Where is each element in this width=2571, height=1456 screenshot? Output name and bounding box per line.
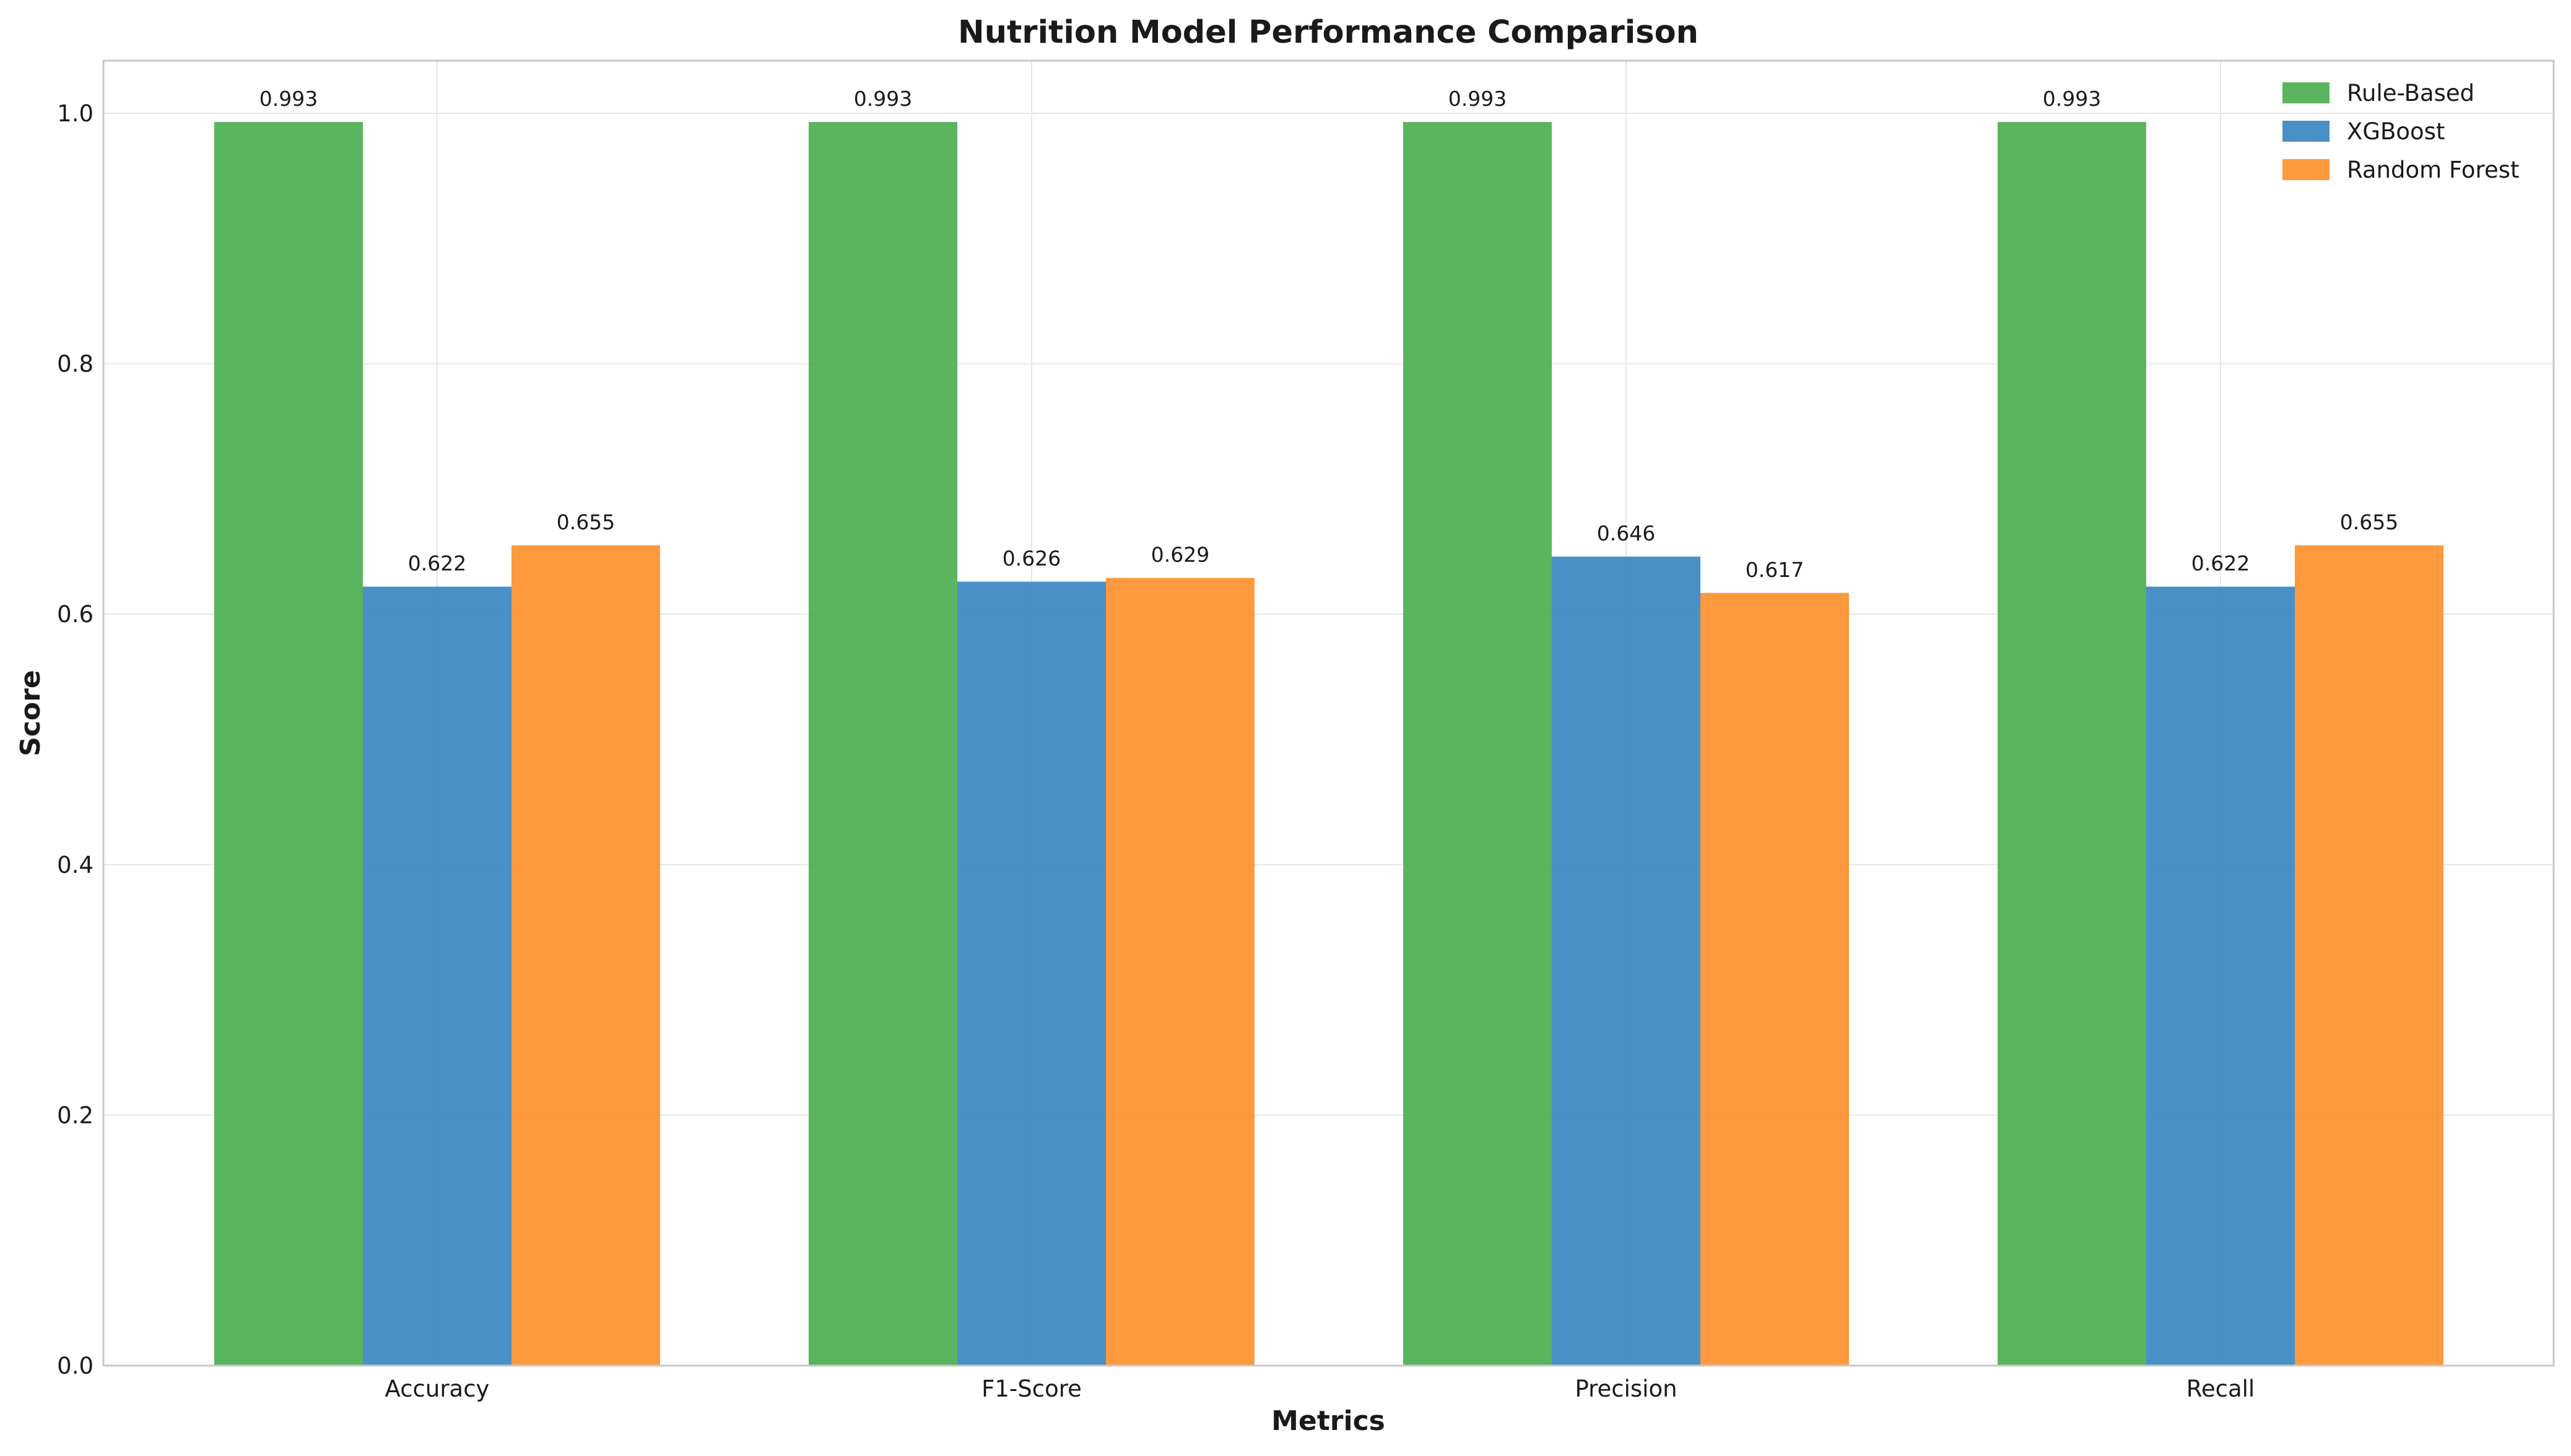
x-tick-label: Accuracy bbox=[385, 1376, 490, 1402]
x-tick-label: Precision bbox=[1575, 1376, 1677, 1402]
y-axis-ticks: 0.0 0.2 0.4 0.6 0.8 1.0 bbox=[57, 100, 94, 1379]
bar-value-label: 0.617 bbox=[1746, 558, 1804, 582]
legend-label: XGBoost bbox=[2347, 118, 2445, 145]
bar-value-label: 0.655 bbox=[2340, 510, 2398, 534]
bar bbox=[957, 581, 1106, 1366]
y-axis-label: Score bbox=[15, 670, 46, 756]
bar bbox=[2146, 586, 2295, 1366]
bar bbox=[1998, 122, 2146, 1366]
x-tick-label: Recall bbox=[2186, 1376, 2255, 1402]
legend-label: Random Forest bbox=[2347, 157, 2520, 183]
legend-label: Rule-Based bbox=[2347, 80, 2474, 106]
plot-frame bbox=[102, 59, 2555, 1367]
y-tick-label: 0.4 bbox=[57, 852, 94, 878]
bar bbox=[1403, 122, 1552, 1366]
y-tick-label: 0.0 bbox=[57, 1353, 94, 1379]
legend-swatch bbox=[2282, 159, 2330, 180]
bar bbox=[2295, 545, 2443, 1366]
legend-swatch bbox=[2282, 82, 2330, 103]
bars bbox=[214, 122, 2443, 1366]
y-tick-label: 0.2 bbox=[57, 1102, 94, 1129]
bar bbox=[511, 545, 660, 1366]
bar-value-label: 0.993 bbox=[854, 87, 912, 111]
bar-value-label: 0.629 bbox=[1151, 543, 1209, 567]
bar bbox=[1106, 578, 1255, 1366]
x-tick-label: F1-Score bbox=[981, 1376, 1082, 1402]
bar-value-label: 0.655 bbox=[557, 510, 615, 534]
bar bbox=[363, 586, 511, 1366]
bar-value-label: 0.622 bbox=[408, 552, 466, 576]
legend-swatch bbox=[2282, 121, 2330, 142]
bar-value-label: 0.993 bbox=[2043, 87, 2101, 111]
data-labels: 0.993 0.993 0.993 0.993 0.622 0.626 0.646 0.622… bbox=[259, 87, 2398, 582]
x-axis-ticks: Accuracy F1-Score Precision Recall bbox=[385, 1376, 2255, 1402]
bar bbox=[1700, 592, 1849, 1366]
chart-title: Nutrition Model Performance Comparison bbox=[958, 14, 1699, 51]
y-tick-label: 0.8 bbox=[57, 351, 94, 378]
bar-value-label: 0.993 bbox=[259, 87, 318, 111]
y-tick-label: 1.0 bbox=[57, 100, 94, 127]
bar-value-label: 0.993 bbox=[1448, 87, 1507, 111]
bar bbox=[214, 122, 363, 1366]
bar bbox=[809, 122, 957, 1366]
bar-value-label: 0.646 bbox=[1597, 521, 1655, 545]
bar-value-label: 0.622 bbox=[2191, 552, 2250, 576]
bar-value-label: 0.626 bbox=[1003, 547, 1061, 571]
bar bbox=[1552, 557, 1700, 1366]
x-axis-label: Metrics bbox=[1271, 1405, 1385, 1437]
legend: Rule-Based XGBoost Random Forest bbox=[2282, 80, 2520, 183]
y-tick-label: 0.6 bbox=[57, 601, 94, 628]
